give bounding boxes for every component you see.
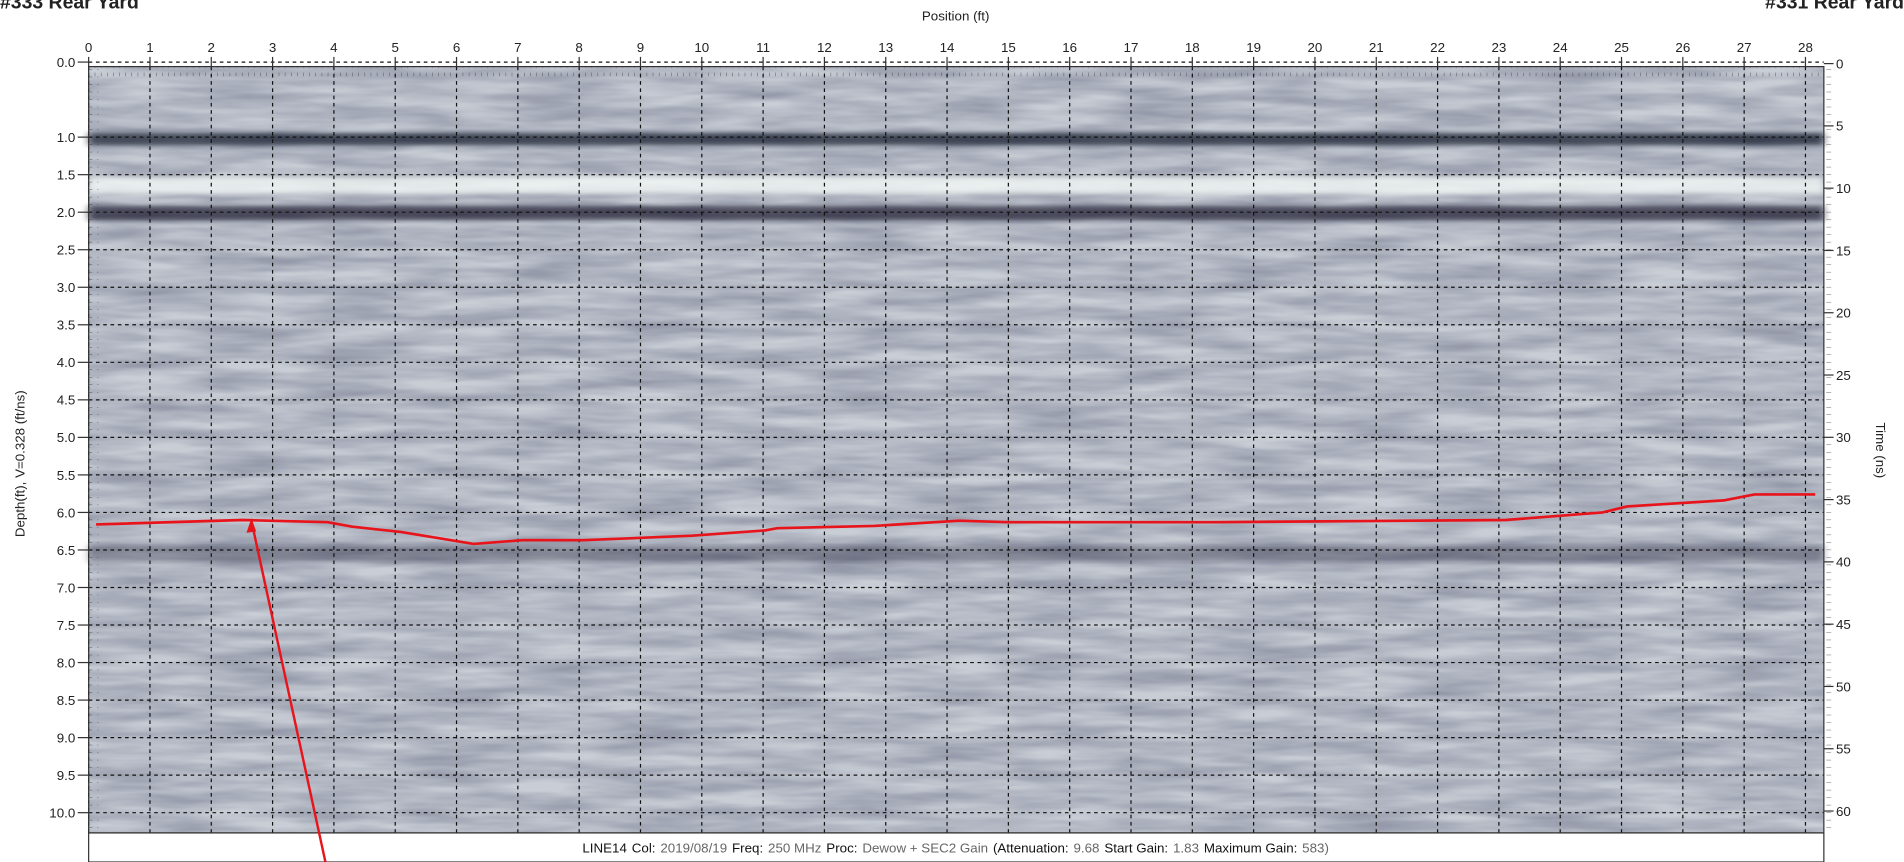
x-tick-label: 2	[208, 40, 215, 55]
y-tick-label: 7.0	[57, 580, 76, 595]
y2-tick-label: 5	[1836, 119, 1843, 134]
footer-part: (Attenuation:	[993, 840, 1069, 855]
y-tick-label: 6.0	[57, 505, 76, 520]
y2-tick-label: 25	[1836, 368, 1851, 383]
series	[96, 493, 1816, 546]
y-tick-label: 5.0	[57, 430, 76, 445]
y-axis-title: Depth(ft), V=0.328 (ft/ns)	[12, 390, 27, 537]
x-tick-label: 26	[1675, 40, 1690, 55]
x-tick-label: 23	[1491, 40, 1506, 55]
y2-axis-title: Time (ns)	[1873, 423, 1888, 479]
y-tick-label: 2.0	[57, 205, 76, 220]
footer-part: Maximum Gain:	[1204, 840, 1297, 855]
x-tick-label: 11	[756, 40, 770, 55]
minor-ticks-left	[88, 66, 99, 833]
footer-part: Proc:	[826, 840, 857, 855]
y-tick-label: 1.5	[57, 168, 76, 183]
x-tick-label: 6	[453, 40, 460, 55]
x-tick-label: 22	[1430, 40, 1445, 55]
y2-tick-label: 55	[1836, 742, 1851, 757]
grid	[88, 61, 1824, 833]
y-tick-label: 3.5	[57, 318, 76, 333]
y2-tick-label: 50	[1836, 679, 1851, 694]
left-title: #333 Rear Yard	[0, 0, 139, 13]
y-tick-label: 3.0	[57, 280, 76, 295]
x-tick-label: 21	[1369, 40, 1384, 55]
y2-tick-label: 40	[1836, 555, 1851, 570]
footer-part: 1.83	[1173, 840, 1199, 855]
y2-tick-label: 45	[1836, 617, 1851, 632]
right-title: #331 Rear Yard	[1765, 0, 1904, 13]
x-tick-label: 0	[85, 40, 92, 55]
y-tick-label: 4.0	[57, 355, 76, 370]
footer-part: 250 MHz	[768, 840, 821, 855]
y2-tick-label: 35	[1836, 492, 1851, 507]
footer-part: LINE14	[582, 840, 627, 855]
x-tick-label: 8	[575, 40, 582, 55]
annotation-arrow	[250, 520, 327, 862]
footer-part: Col:	[632, 840, 656, 855]
y2-tick-label: 15	[1836, 243, 1851, 258]
y-tick-label: 9.0	[57, 730, 76, 745]
x-tick-label: 10	[694, 40, 709, 55]
y2-tick-label: 30	[1836, 430, 1851, 445]
y-tick-label: 1.0	[57, 130, 76, 145]
x-tick-label: 7	[514, 40, 521, 55]
footer-box	[88, 832, 1825, 862]
minor-ticks-right	[1823, 66, 1834, 833]
x-tick-label: 24	[1553, 40, 1568, 55]
x-tick-label: 25	[1614, 40, 1629, 55]
footer-part: Start Gain:	[1104, 840, 1168, 855]
x-tick-label: 19	[1246, 40, 1261, 55]
y-tick-label: 10.0	[49, 806, 75, 821]
y-tick-label: 2.5	[57, 243, 76, 258]
y2-tick-label: 20	[1836, 306, 1851, 321]
x-tick-label: 15	[1001, 40, 1016, 55]
footer-part: Dewow + SEC2 Gain	[862, 840, 988, 855]
x-tick-label: 27	[1737, 40, 1752, 55]
x-tick-label: 13	[878, 40, 893, 55]
y2-tick-label: 60	[1836, 804, 1851, 819]
y-tick-label: 7.5	[57, 618, 76, 633]
radargram-texture	[88, 66, 1824, 833]
footer-part: 583)	[1302, 840, 1329, 855]
y-tick-label: 8.5	[57, 693, 76, 708]
footer-info: LINE14 Col: 2019/08/19 Freq: 250 MHz Proc: Dew…	[582, 840, 1329, 855]
y2-tick-label: 10	[1836, 181, 1851, 196]
x-tick-label: 9	[637, 40, 644, 55]
footer-part: 2019/08/19	[660, 840, 727, 855]
y2-tick-label: 0	[1836, 56, 1843, 71]
annotation-arrowhead	[246, 518, 257, 533]
y-tick-label: 9.5	[57, 768, 76, 783]
x-tick-label: 3	[269, 40, 276, 55]
y-tick-label: 5.5	[57, 468, 76, 483]
x-tick-label: 4	[330, 40, 338, 55]
x-tick-label: 18	[1185, 40, 1200, 55]
x-tick-label: 28	[1798, 40, 1813, 55]
x-tick-label: 20	[1308, 40, 1323, 55]
x-tick-label: 14	[940, 40, 955, 55]
footer-part: Freq:	[732, 840, 763, 855]
minor-ticks-top	[88, 66, 1824, 77]
x-tick-label: 1	[146, 40, 153, 55]
y-tick-label: 0.0	[57, 55, 76, 70]
y-tick-label: 4.5	[57, 393, 76, 408]
x-axis-title: Position (ft)	[922, 9, 990, 24]
reflection-bands	[88, 133, 1824, 562]
y-tick-label: 6.5	[57, 543, 76, 558]
x-tick-label: 5	[392, 40, 399, 55]
y-tick-label: 8.0	[57, 655, 76, 670]
interface-line	[96, 493, 1816, 546]
footer-part: 9.68	[1074, 840, 1100, 855]
x-tick-label: 17	[1124, 40, 1139, 55]
x-tick-label: 12	[817, 40, 832, 55]
x-tick-label: 16	[1062, 40, 1077, 55]
